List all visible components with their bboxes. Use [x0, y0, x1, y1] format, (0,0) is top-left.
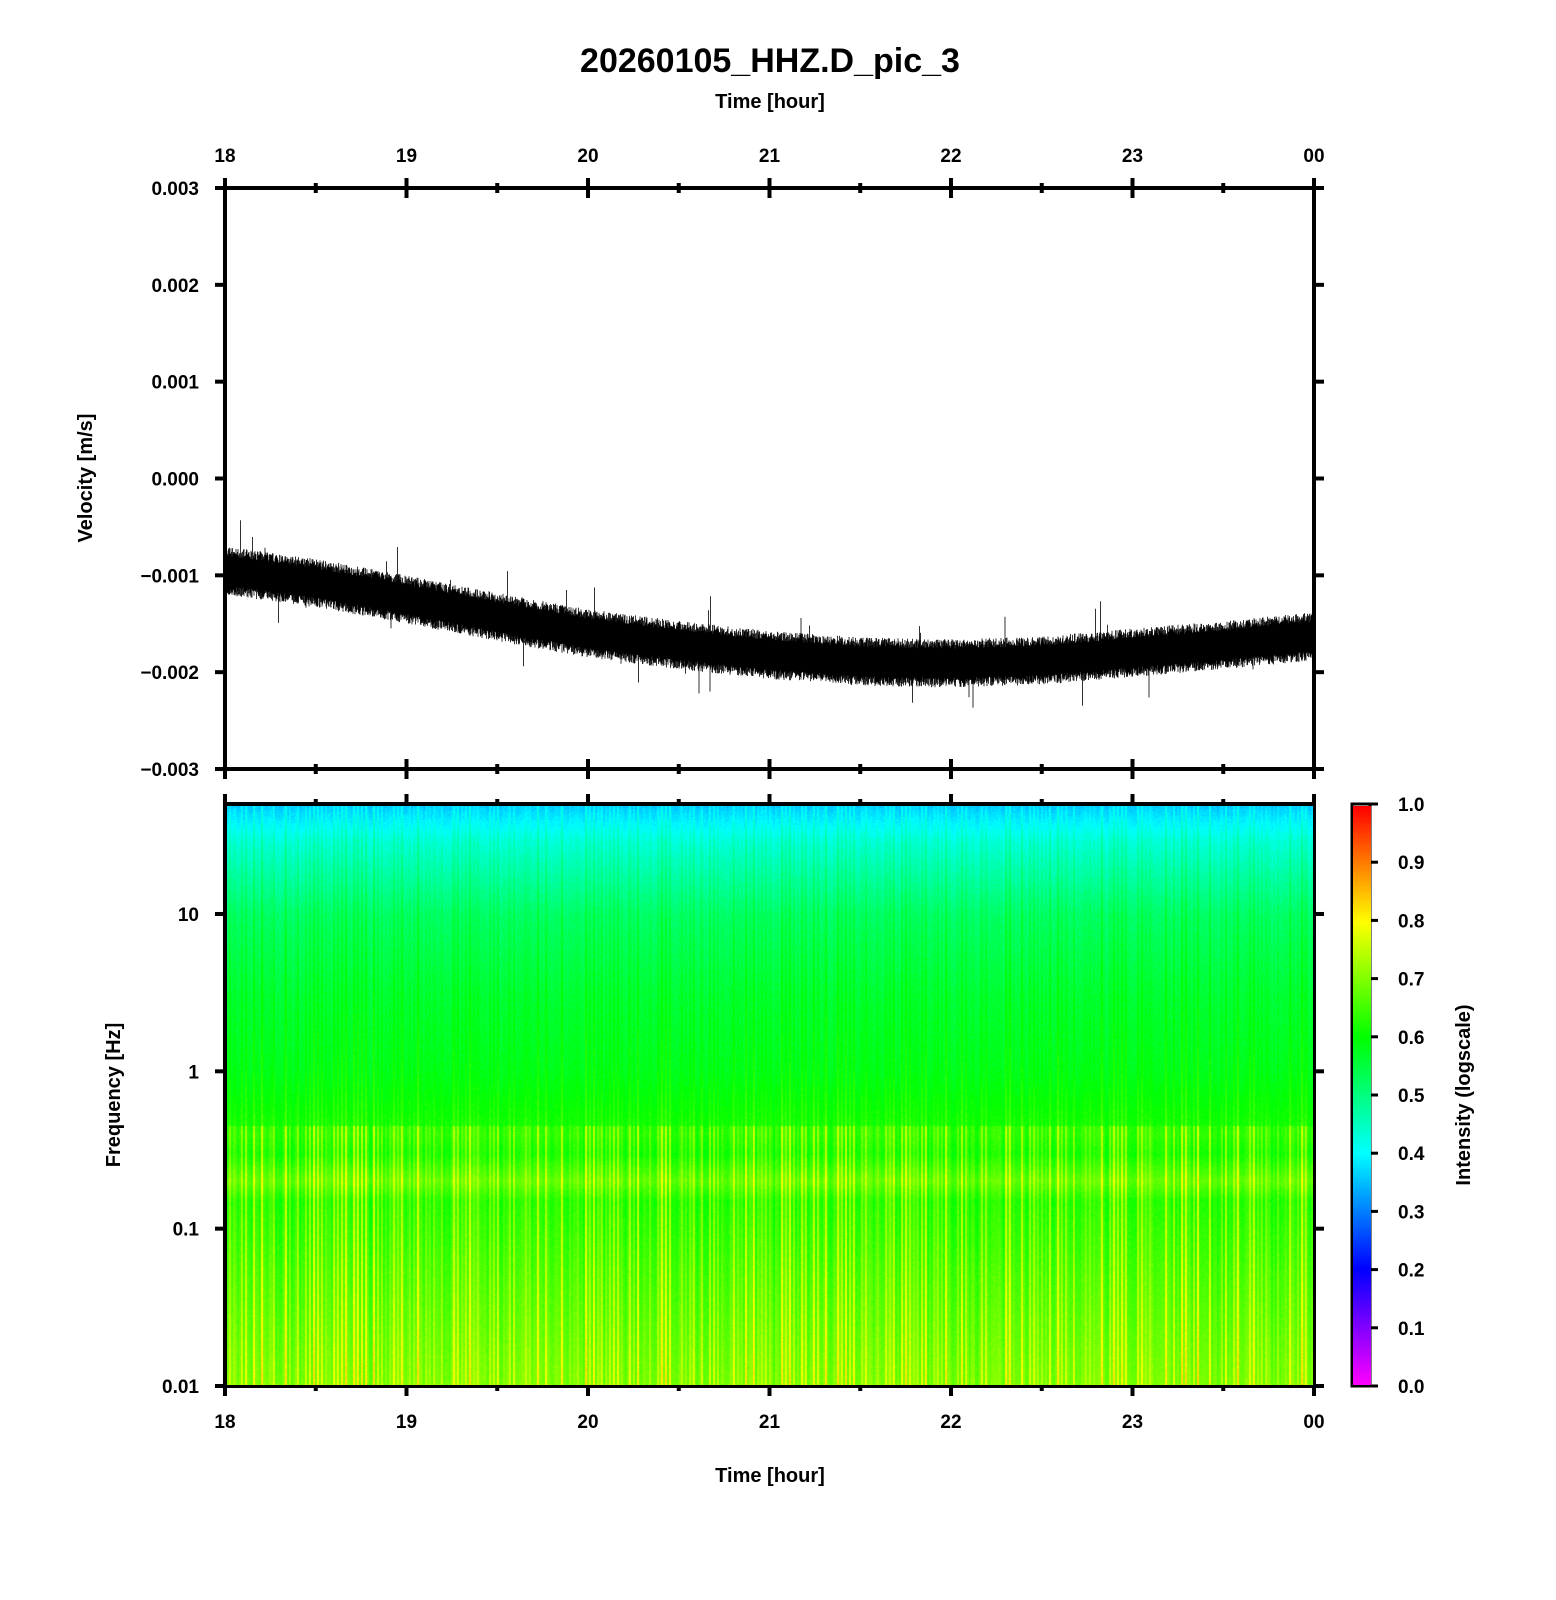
frequency-y-tick-label: 10 — [178, 905, 199, 926]
velocity-y-tick-label: 0.003 — [151, 179, 199, 200]
bottom-x-tick-label: 20 — [577, 1412, 598, 1433]
velocity-y-tick-label: 0.002 — [151, 276, 199, 297]
chart-title: 20260105_HHZ.D_pic_3 — [580, 42, 960, 80]
velocity-y-axis-label: Velocity [m/s] — [75, 414, 97, 543]
bottom-x-tick-label: 18 — [214, 1412, 235, 1433]
colorbar-tick-label: 0.4 — [1398, 1144, 1425, 1165]
top-x-tick-label: 23 — [1122, 146, 1143, 167]
velocity-y-tick-label: −0.003 — [140, 760, 199, 781]
colorbar-label: Intensity (logscale) — [1453, 1004, 1475, 1185]
frequency-y-tick-label: 1 — [188, 1062, 199, 1083]
top-x-tick-label: 19 — [396, 146, 417, 167]
bottom-x-tick-label: 19 — [396, 1412, 417, 1433]
top-x-tick-label: 00 — [1303, 146, 1324, 167]
frequency-y-tick-label: 0.1 — [173, 1220, 200, 1241]
colorbar-tick-label: 0.6 — [1398, 1028, 1424, 1049]
colorbar-tick-label: 0.3 — [1398, 1202, 1424, 1223]
colorbar-tick-label: 0.7 — [1398, 970, 1424, 991]
waveform-trace — [225, 520, 1314, 708]
colorbar-tick-label: 1.0 — [1398, 795, 1424, 816]
frequency-y-tick-label: 0.01 — [162, 1377, 199, 1398]
colorbar-tick-label: 0.8 — [1398, 911, 1424, 932]
colorbar-tick-label: 0.2 — [1398, 1261, 1424, 1282]
velocity-plot-frame — [223, 186, 1316, 771]
top-x-axis-label: Time [hour] — [715, 91, 825, 113]
top-x-tick-label: 20 — [577, 146, 598, 167]
top-x-tick-label: 22 — [940, 146, 961, 167]
velocity-y-tick-label: −0.002 — [140, 663, 199, 684]
bottom-x-tick-label: 21 — [759, 1412, 781, 1433]
top-x-tick-label: 21 — [759, 146, 781, 167]
colorbar-tick-label: 0.0 — [1398, 1377, 1424, 1398]
colorbar-tick-label: 0.1 — [1398, 1319, 1425, 1340]
velocity-y-tick-label: −0.001 — [140, 566, 199, 587]
frequency-y-axis-label: Frequency [Hz] — [103, 1023, 125, 1167]
bottom-x-tick-label: 23 — [1122, 1412, 1143, 1433]
velocity-y-tick-label: 0.000 — [151, 470, 199, 491]
bottom-x-tick-label: 00 — [1303, 1412, 1324, 1433]
bottom-x-axis-label: Time [hour] — [715, 1465, 825, 1487]
waveform-panel — [225, 520, 1314, 708]
colorbar-tick-label: 0.5 — [1398, 1086, 1425, 1107]
top-x-tick-label: 18 — [214, 146, 235, 167]
colorbar-tick-label: 0.9 — [1398, 853, 1424, 874]
spectrogram-heatmap — [227, 806, 1313, 1385]
velocity-y-tick-label: 0.001 — [151, 373, 199, 394]
bottom-x-tick-label: 22 — [940, 1412, 961, 1433]
colorbar-gradient — [1353, 806, 1371, 1385]
